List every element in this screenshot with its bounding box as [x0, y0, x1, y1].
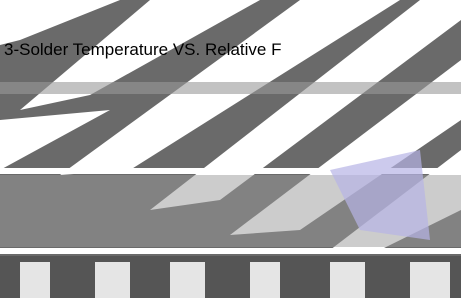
glyph: [170, 262, 205, 298]
glyph: [20, 262, 50, 298]
glyph: [95, 262, 130, 298]
screenshot: 3-Solder Temperature VS. Relative F: [0, 0, 461, 298]
glyph: [250, 262, 280, 298]
glyph: [410, 262, 450, 298]
streak: [0, 248, 461, 254]
band: [0, 82, 461, 94]
band: [0, 256, 461, 298]
title: 3-Solder Temperature VS. Relative F: [4, 40, 281, 60]
glyph: [330, 262, 365, 298]
